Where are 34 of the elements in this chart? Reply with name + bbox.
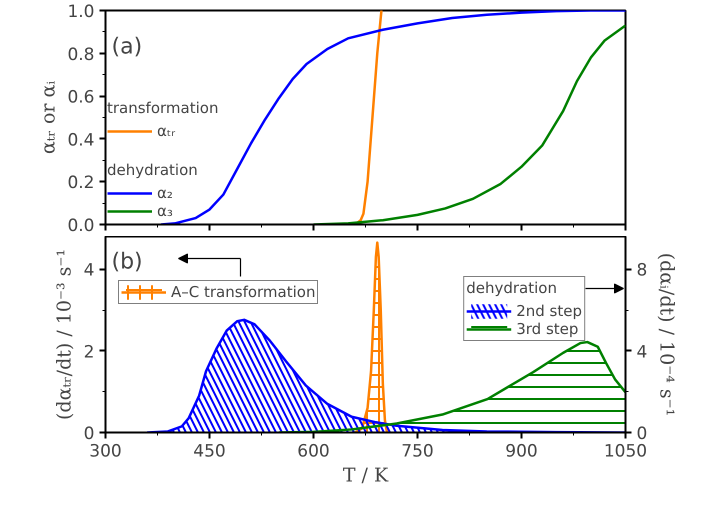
y-axis-title: (dαₜᵣ/dt) / 10⁻³ s⁻¹	[54, 248, 76, 420]
x-axis-title: T / K	[342, 464, 389, 486]
y2-axis-title: (dαᵢ/dt) / 10⁻⁴ s⁻¹	[655, 252, 678, 416]
y2-tick-label: 8	[636, 260, 648, 281]
y-tick-label: 1.0	[67, 2, 95, 22]
y-tick-label: 0.6	[67, 88, 95, 108]
legend-title: dehydration	[466, 279, 558, 297]
legend-label: α₃	[157, 202, 174, 220]
annotation: (a)	[112, 34, 142, 60]
legend-label: 2nd step	[516, 302, 582, 320]
y-tick-label: 2	[84, 342, 95, 362]
y-tick-label: 0.4	[67, 130, 95, 150]
annotation: dehydration	[107, 161, 198, 179]
x-tick-label: 450	[193, 442, 226, 462]
x-tick-label: 900	[505, 442, 538, 462]
legend-label: 3rd step	[516, 320, 578, 338]
annotation: (b)	[112, 250, 143, 274]
legend-label: α₂	[157, 184, 174, 202]
x-tick-label: 600	[297, 442, 330, 462]
y-tick-label: 0.0	[67, 216, 95, 236]
y-tick-label: 0.2	[67, 173, 95, 194]
annotation: transformation	[107, 99, 218, 117]
y-tick-label: 0	[84, 424, 95, 444]
y-axis-title: αₜᵣ or αᵢ	[37, 80, 60, 154]
y2-tick-label: 4	[636, 342, 648, 362]
x-tick-label: 750	[401, 442, 434, 462]
y2-tick-label: 0	[636, 424, 648, 444]
x-tick-label: 300	[89, 442, 122, 462]
y-tick-label: 4	[84, 260, 95, 281]
y-tick-label: 0.8	[67, 44, 95, 65]
legend-label: αₜᵣ	[157, 122, 176, 140]
x-tick-label: 1050	[604, 442, 648, 462]
legend-label: A–C transformation	[171, 283, 316, 301]
line-series	[312, 24, 626, 224]
